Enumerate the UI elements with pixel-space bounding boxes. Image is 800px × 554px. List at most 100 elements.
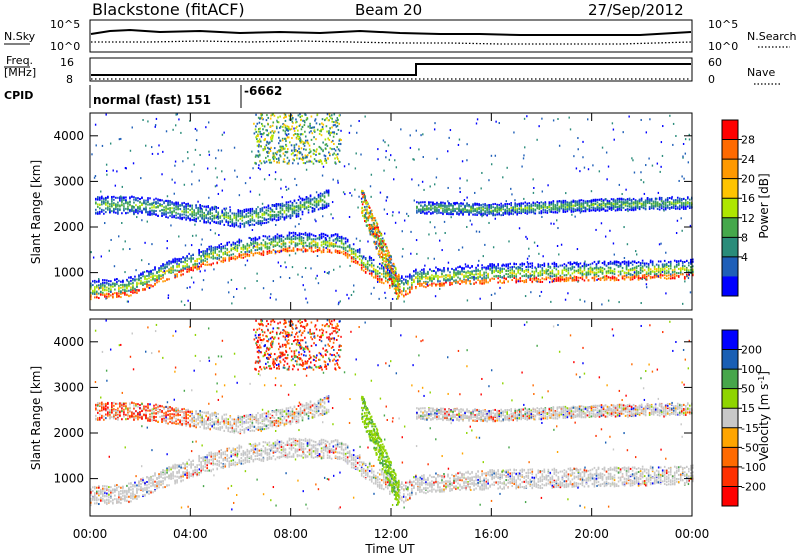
echo-cell: [121, 198, 123, 201]
echo-cell: [497, 277, 499, 280]
echo-cell: [185, 211, 187, 214]
echo-cell: [283, 216, 286, 219]
echo-cell: [520, 207, 523, 210]
echo-cell: [212, 246, 215, 249]
echo-cell: [628, 205, 631, 208]
echo-cell: [496, 205, 498, 208]
echo-cell: [515, 273, 518, 276]
echo-cell: [442, 209, 444, 212]
echo-cell: [605, 270, 608, 273]
echo-cell: [388, 286, 391, 289]
echo-cell: [319, 200, 322, 203]
echo-cell: [661, 268, 664, 271]
echo-cell: [175, 205, 177, 208]
echo-cell: [477, 264, 479, 267]
echo-cell: [674, 202, 677, 205]
echo-cell: [685, 266, 688, 269]
echo-cell: [420, 208, 422, 211]
echo-cell: [195, 212, 197, 215]
echo-cell: [325, 205, 328, 208]
echo-cell: [305, 207, 308, 210]
echo-cell: [575, 279, 578, 282]
echo-cell: [118, 292, 120, 295]
echo-cell: [540, 206, 543, 209]
echo-cell: [386, 269, 389, 272]
echo-cell: [201, 205, 203, 208]
echo-cell: [310, 242, 313, 245]
echo-cell: [264, 245, 267, 248]
echo-cell: [102, 279, 104, 282]
echo-cell: [463, 280, 465, 283]
echo-cell: [146, 274, 148, 277]
echo-cell: [231, 224, 234, 227]
echo-cell: [330, 235, 333, 238]
echo-cell: [191, 214, 193, 217]
echo-cell: [576, 207, 579, 210]
echo-cell: [96, 280, 98, 283]
echo-cell: [294, 244, 297, 247]
echo-cell: [485, 277, 487, 280]
echo-cell: [513, 270, 516, 273]
echo-cell: [590, 209, 593, 212]
echo-cell: [612, 200, 615, 203]
echo-cell: [236, 240, 239, 243]
echo-cell: [586, 204, 589, 207]
echo-cell: [506, 210, 508, 213]
echo-cell: [562, 210, 565, 213]
echo-cell: [612, 206, 615, 209]
echo-cell: [309, 195, 312, 198]
echo-cell: [435, 274, 437, 277]
echo-cell: [139, 210, 141, 213]
echo-cell: [149, 203, 151, 206]
echo-cell: [97, 198, 99, 201]
echo-cell: [559, 280, 562, 283]
echo-cell: [170, 269, 172, 272]
echo-cell: [477, 269, 479, 272]
echo-cell: [466, 210, 468, 213]
echo-cell: [99, 197, 101, 200]
echo-cell: [524, 210, 527, 213]
echo-cell: [382, 282, 385, 285]
echo-cell: [214, 251, 217, 254]
echo-cell: [689, 266, 692, 269]
echo-cell: [232, 242, 235, 245]
echo-cell: [238, 240, 241, 243]
echo-cell: [579, 269, 582, 272]
echo-cell: [96, 293, 98, 296]
echo-cell: [229, 218, 232, 221]
echo-cell: [291, 201, 294, 204]
echo-cell: [208, 263, 210, 266]
echo-cell: [568, 208, 571, 211]
echo-cell: [607, 263, 610, 266]
echo-cell: [501, 264, 503, 267]
echo-cell: [543, 272, 546, 275]
echo-cell: [419, 279, 421, 282]
echo-cell: [249, 224, 252, 227]
echo-cell: [437, 277, 439, 280]
echo-cell: [677, 267, 680, 270]
echo-cell: [129, 197, 131, 200]
echo-cell: [108, 284, 110, 287]
echo-cell: [391, 274, 393, 277]
echo-cell: [433, 282, 435, 285]
echo-cell: [668, 197, 671, 200]
echo-cell: [269, 215, 272, 218]
echo-cell: [457, 270, 459, 273]
echo-cell: [419, 285, 421, 288]
echo-cell: [170, 270, 172, 273]
echo-cell: [120, 286, 122, 289]
echo-cell: [417, 280, 419, 283]
echo-cell: [531, 267, 534, 270]
echo-cell: [477, 275, 479, 278]
echo-cell: [577, 279, 580, 282]
echo-cell: [222, 247, 225, 250]
echo-cell: [370, 259, 373, 262]
echo-cell: [103, 209, 105, 212]
echo-cell: [325, 203, 328, 206]
echo-cell: [222, 257, 225, 260]
echo-cell: [298, 242, 301, 245]
echo-cell: [111, 196, 113, 199]
echo-cell: [149, 213, 151, 216]
echo-cell: [498, 209, 500, 212]
echo-cell: [477, 272, 479, 275]
